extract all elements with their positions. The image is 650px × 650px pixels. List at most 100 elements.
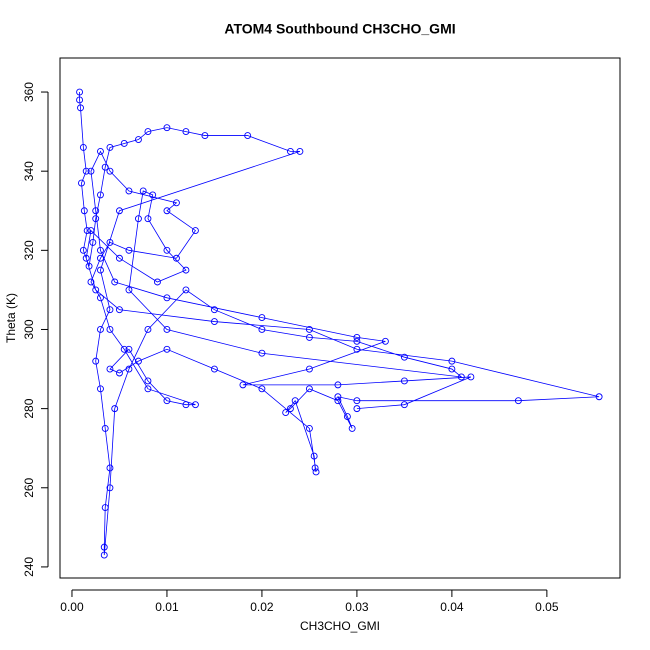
data-point xyxy=(82,254,90,262)
data-point xyxy=(135,357,142,365)
data-point xyxy=(163,246,171,254)
data-point xyxy=(163,345,171,353)
data-point xyxy=(106,464,114,472)
y-tick-label: 340 xyxy=(22,161,36,181)
data-point xyxy=(87,167,95,175)
data-point xyxy=(296,147,304,155)
data-point xyxy=(353,345,361,353)
data-point xyxy=(79,143,87,151)
data-point xyxy=(448,365,456,373)
data-point xyxy=(97,191,104,199)
data-point xyxy=(149,191,157,199)
data-point xyxy=(400,353,408,361)
data-point xyxy=(101,424,109,432)
data-point xyxy=(106,238,114,246)
x-axis-label: CH3CHO_GMI xyxy=(300,619,380,633)
data-point xyxy=(258,385,266,393)
data-point xyxy=(78,179,85,187)
data-point xyxy=(97,294,104,302)
data-point xyxy=(353,333,361,341)
y-tick-label: 280 xyxy=(22,398,36,418)
data-point xyxy=(191,401,199,409)
data-point xyxy=(125,365,133,373)
chart-title: ATOM4 Southbound CH3CHO_GMI xyxy=(224,21,455,37)
data-point xyxy=(125,187,133,195)
data-point xyxy=(116,254,123,262)
data-point xyxy=(120,345,128,353)
data-point xyxy=(210,306,218,314)
data-point xyxy=(92,215,100,223)
data-point xyxy=(343,413,351,420)
data-point xyxy=(239,381,247,389)
data-point xyxy=(82,167,90,175)
data-point xyxy=(77,104,84,112)
data-point xyxy=(310,452,318,460)
data-point xyxy=(457,373,465,381)
data-point xyxy=(139,187,147,195)
data-point xyxy=(201,132,209,140)
data-point xyxy=(97,246,104,254)
data-point xyxy=(80,207,88,215)
data-point xyxy=(144,215,152,223)
data-point xyxy=(76,96,84,104)
data-point xyxy=(286,405,294,413)
data-point xyxy=(106,365,114,373)
data-point xyxy=(135,136,142,143)
data-point xyxy=(305,424,313,432)
data-point xyxy=(353,337,361,345)
data-point xyxy=(87,227,95,234)
y-tick-label: 360 xyxy=(22,82,36,102)
x-tick-label: 0.01 xyxy=(155,600,179,614)
data-point xyxy=(153,278,161,286)
data-point xyxy=(163,294,171,302)
x-tick-label: 0.04 xyxy=(440,600,464,614)
y-axis-label: Theta (K) xyxy=(4,293,18,343)
data-point xyxy=(144,385,152,393)
x-tick-label: 0.05 xyxy=(535,600,559,614)
data-point xyxy=(97,266,104,274)
data-point xyxy=(89,238,97,246)
data-point xyxy=(83,227,91,234)
data-point xyxy=(125,246,133,254)
data-point xyxy=(144,377,152,385)
data-line xyxy=(79,92,600,556)
data-point xyxy=(305,333,313,341)
data-point xyxy=(258,349,266,357)
data-point xyxy=(106,167,114,175)
data-point xyxy=(87,278,95,286)
data-point xyxy=(116,369,123,377)
data-point xyxy=(125,345,133,353)
data-point xyxy=(135,215,142,223)
data-point xyxy=(111,278,119,286)
y-tick-label: 300 xyxy=(22,319,36,339)
data-point xyxy=(182,266,190,274)
y-tick-label: 320 xyxy=(22,240,36,260)
data-point xyxy=(101,163,109,171)
data-point xyxy=(353,405,361,413)
data-point xyxy=(305,385,313,393)
data-point xyxy=(111,405,119,413)
data-point xyxy=(400,401,408,409)
plot-frame xyxy=(59,57,621,579)
data-point xyxy=(97,326,104,333)
data-point xyxy=(244,132,252,140)
data-point xyxy=(312,468,320,476)
data-point xyxy=(76,88,84,96)
data-point xyxy=(291,397,299,405)
x-tick-label: 0.00 xyxy=(60,600,84,614)
data-point xyxy=(125,286,133,294)
data-point xyxy=(163,326,171,333)
x-tick-label: 0.02 xyxy=(250,600,274,614)
data-point xyxy=(79,246,87,254)
data-point xyxy=(258,326,266,333)
data-point xyxy=(305,365,313,373)
data-point xyxy=(106,484,114,492)
data-point xyxy=(348,424,356,432)
data-point xyxy=(106,143,114,151)
data-point xyxy=(116,207,123,215)
data-point xyxy=(92,286,100,294)
data-point xyxy=(353,397,361,405)
y-tick-label: 260 xyxy=(22,477,36,497)
data-point xyxy=(210,318,218,326)
